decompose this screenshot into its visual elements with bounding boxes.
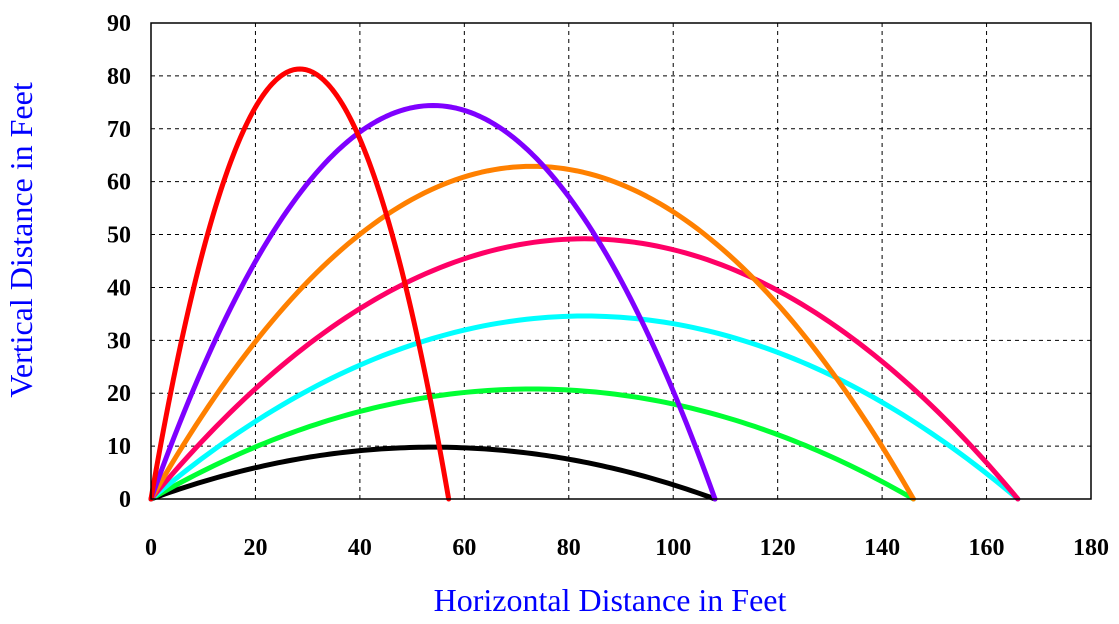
x-tick-label: 140 (864, 535, 900, 561)
y-tick-label: 80 (107, 64, 131, 90)
trajectory-series-1 (148, 444, 718, 502)
trajectory-series-6 (148, 103, 718, 502)
y-tick-label: 60 (107, 170, 131, 196)
y-axis-title: Vertical Distance in Feet (3, 82, 39, 398)
plot-area-frame (150, 22, 1092, 500)
trajectory-series-5 (148, 163, 916, 502)
y-tick-label: 20 (107, 381, 131, 407)
x-tick-label: 20 (243, 535, 267, 561)
y-tick-label: 0 (119, 487, 131, 513)
trajectory-curves (148, 66, 1021, 502)
trajectory-series-3 (148, 313, 1021, 502)
grid-lines (151, 23, 1091, 499)
x-tick-label: 160 (969, 535, 1005, 561)
trajectory-series-4 (148, 236, 1021, 502)
y-tick-label: 50 (107, 223, 131, 249)
x-tick-label: 180 (1073, 535, 1109, 561)
trajectory-series-7 (148, 66, 452, 502)
y-axis-tick-labels: 0 10 20 30 40 50 60 70 80 90 (107, 11, 131, 513)
x-tick-label: 80 (557, 535, 581, 561)
y-tick-label: 70 (107, 117, 131, 143)
x-tick-label: 0 (145, 535, 157, 561)
x-axis-title: Horizontal Distance in Feet (434, 582, 787, 618)
trajectory-series-2 (148, 386, 916, 502)
y-tick-label: 40 (107, 275, 131, 301)
y-tick-label: 30 (107, 328, 131, 354)
x-axis-tick-labels: 0 20 40 60 80 100 120 140 160 180 (145, 535, 1109, 561)
x-tick-label: 100 (655, 535, 691, 561)
x-tick-label: 40 (348, 535, 372, 561)
y-tick-label: 10 (107, 434, 131, 460)
x-tick-label: 60 (452, 535, 476, 561)
x-tick-label: 120 (760, 535, 796, 561)
y-tick-label: 90 (107, 11, 131, 37)
